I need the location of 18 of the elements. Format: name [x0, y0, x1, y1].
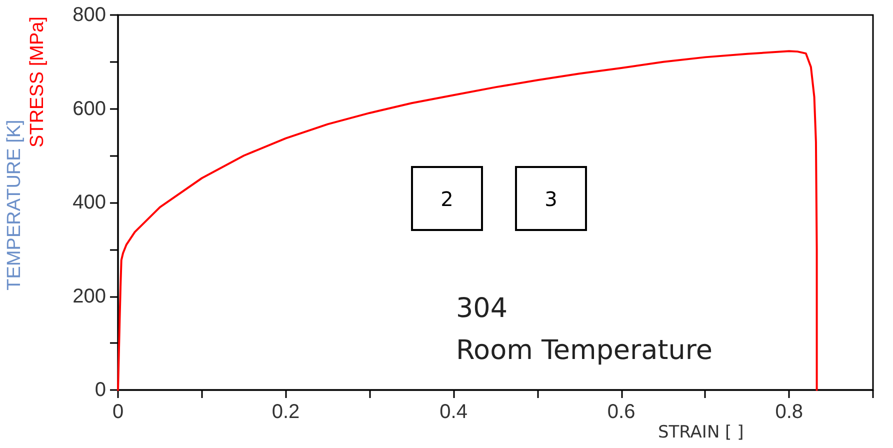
y-axis-title: STRESS [MPa] [27, 16, 48, 148]
line-series [117, 50, 818, 391]
text: TEMPERATURE [K] [4, 120, 25, 290]
annotation: Room Temperature [456, 335, 712, 366]
x-tick-label: 0.8 [775, 401, 804, 423]
y-tick-label: 800 [72, 4, 106, 26]
annotation: 2 [440, 187, 454, 211]
y-tick-label: 0 [94, 379, 106, 401]
y-tick-label: 200 [72, 285, 106, 308]
annotation: 304 [456, 293, 508, 324]
annotation: 3 [544, 187, 558, 211]
y-tick-label: 400 [72, 192, 106, 214]
x-tick-label: 0.4 [440, 401, 468, 423]
x-axis-title: STRAIN [ ] [658, 422, 744, 442]
y-tick-label: 600 [72, 98, 106, 120]
x-tick-label: 0 [112, 401, 124, 423]
x-tick-label: 0.6 [607, 401, 636, 423]
x-tick-label: 0.2 [272, 401, 300, 423]
